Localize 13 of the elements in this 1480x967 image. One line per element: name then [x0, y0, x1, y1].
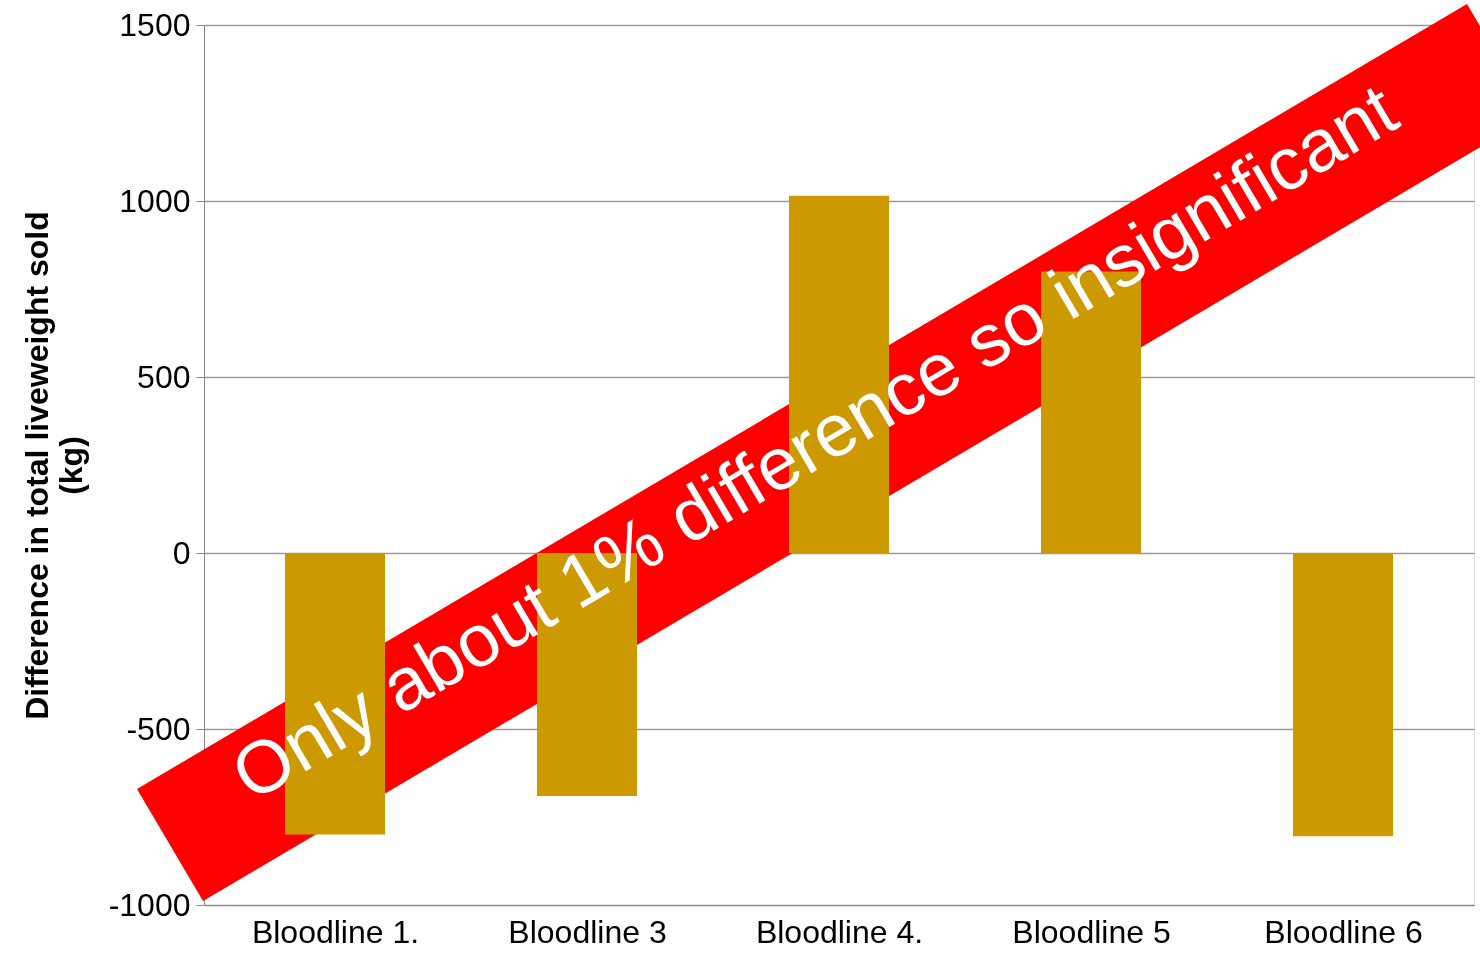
x-tick-label: Bloodline 6	[1264, 913, 1423, 950]
y-tick-label: -500	[126, 710, 191, 747]
y-tick-label: 0	[172, 534, 191, 571]
x-tick-label: Bloodline 1.	[251, 913, 420, 950]
x-tick-label: Bloodline 5	[1012, 913, 1171, 950]
x-tick-label: Bloodline 3	[508, 913, 667, 950]
y-tick-label: 1000	[119, 182, 191, 219]
y-tick-label: 500	[137, 358, 191, 395]
y-axis-title: Difference in total liveweight sold (kg)	[18, 211, 89, 720]
y-tick-label: -1000	[108, 886, 191, 923]
y-tick-label: 1500	[119, 6, 191, 43]
x-tick-label: Bloodline 4.	[755, 913, 924, 950]
bar	[1293, 553, 1393, 837]
